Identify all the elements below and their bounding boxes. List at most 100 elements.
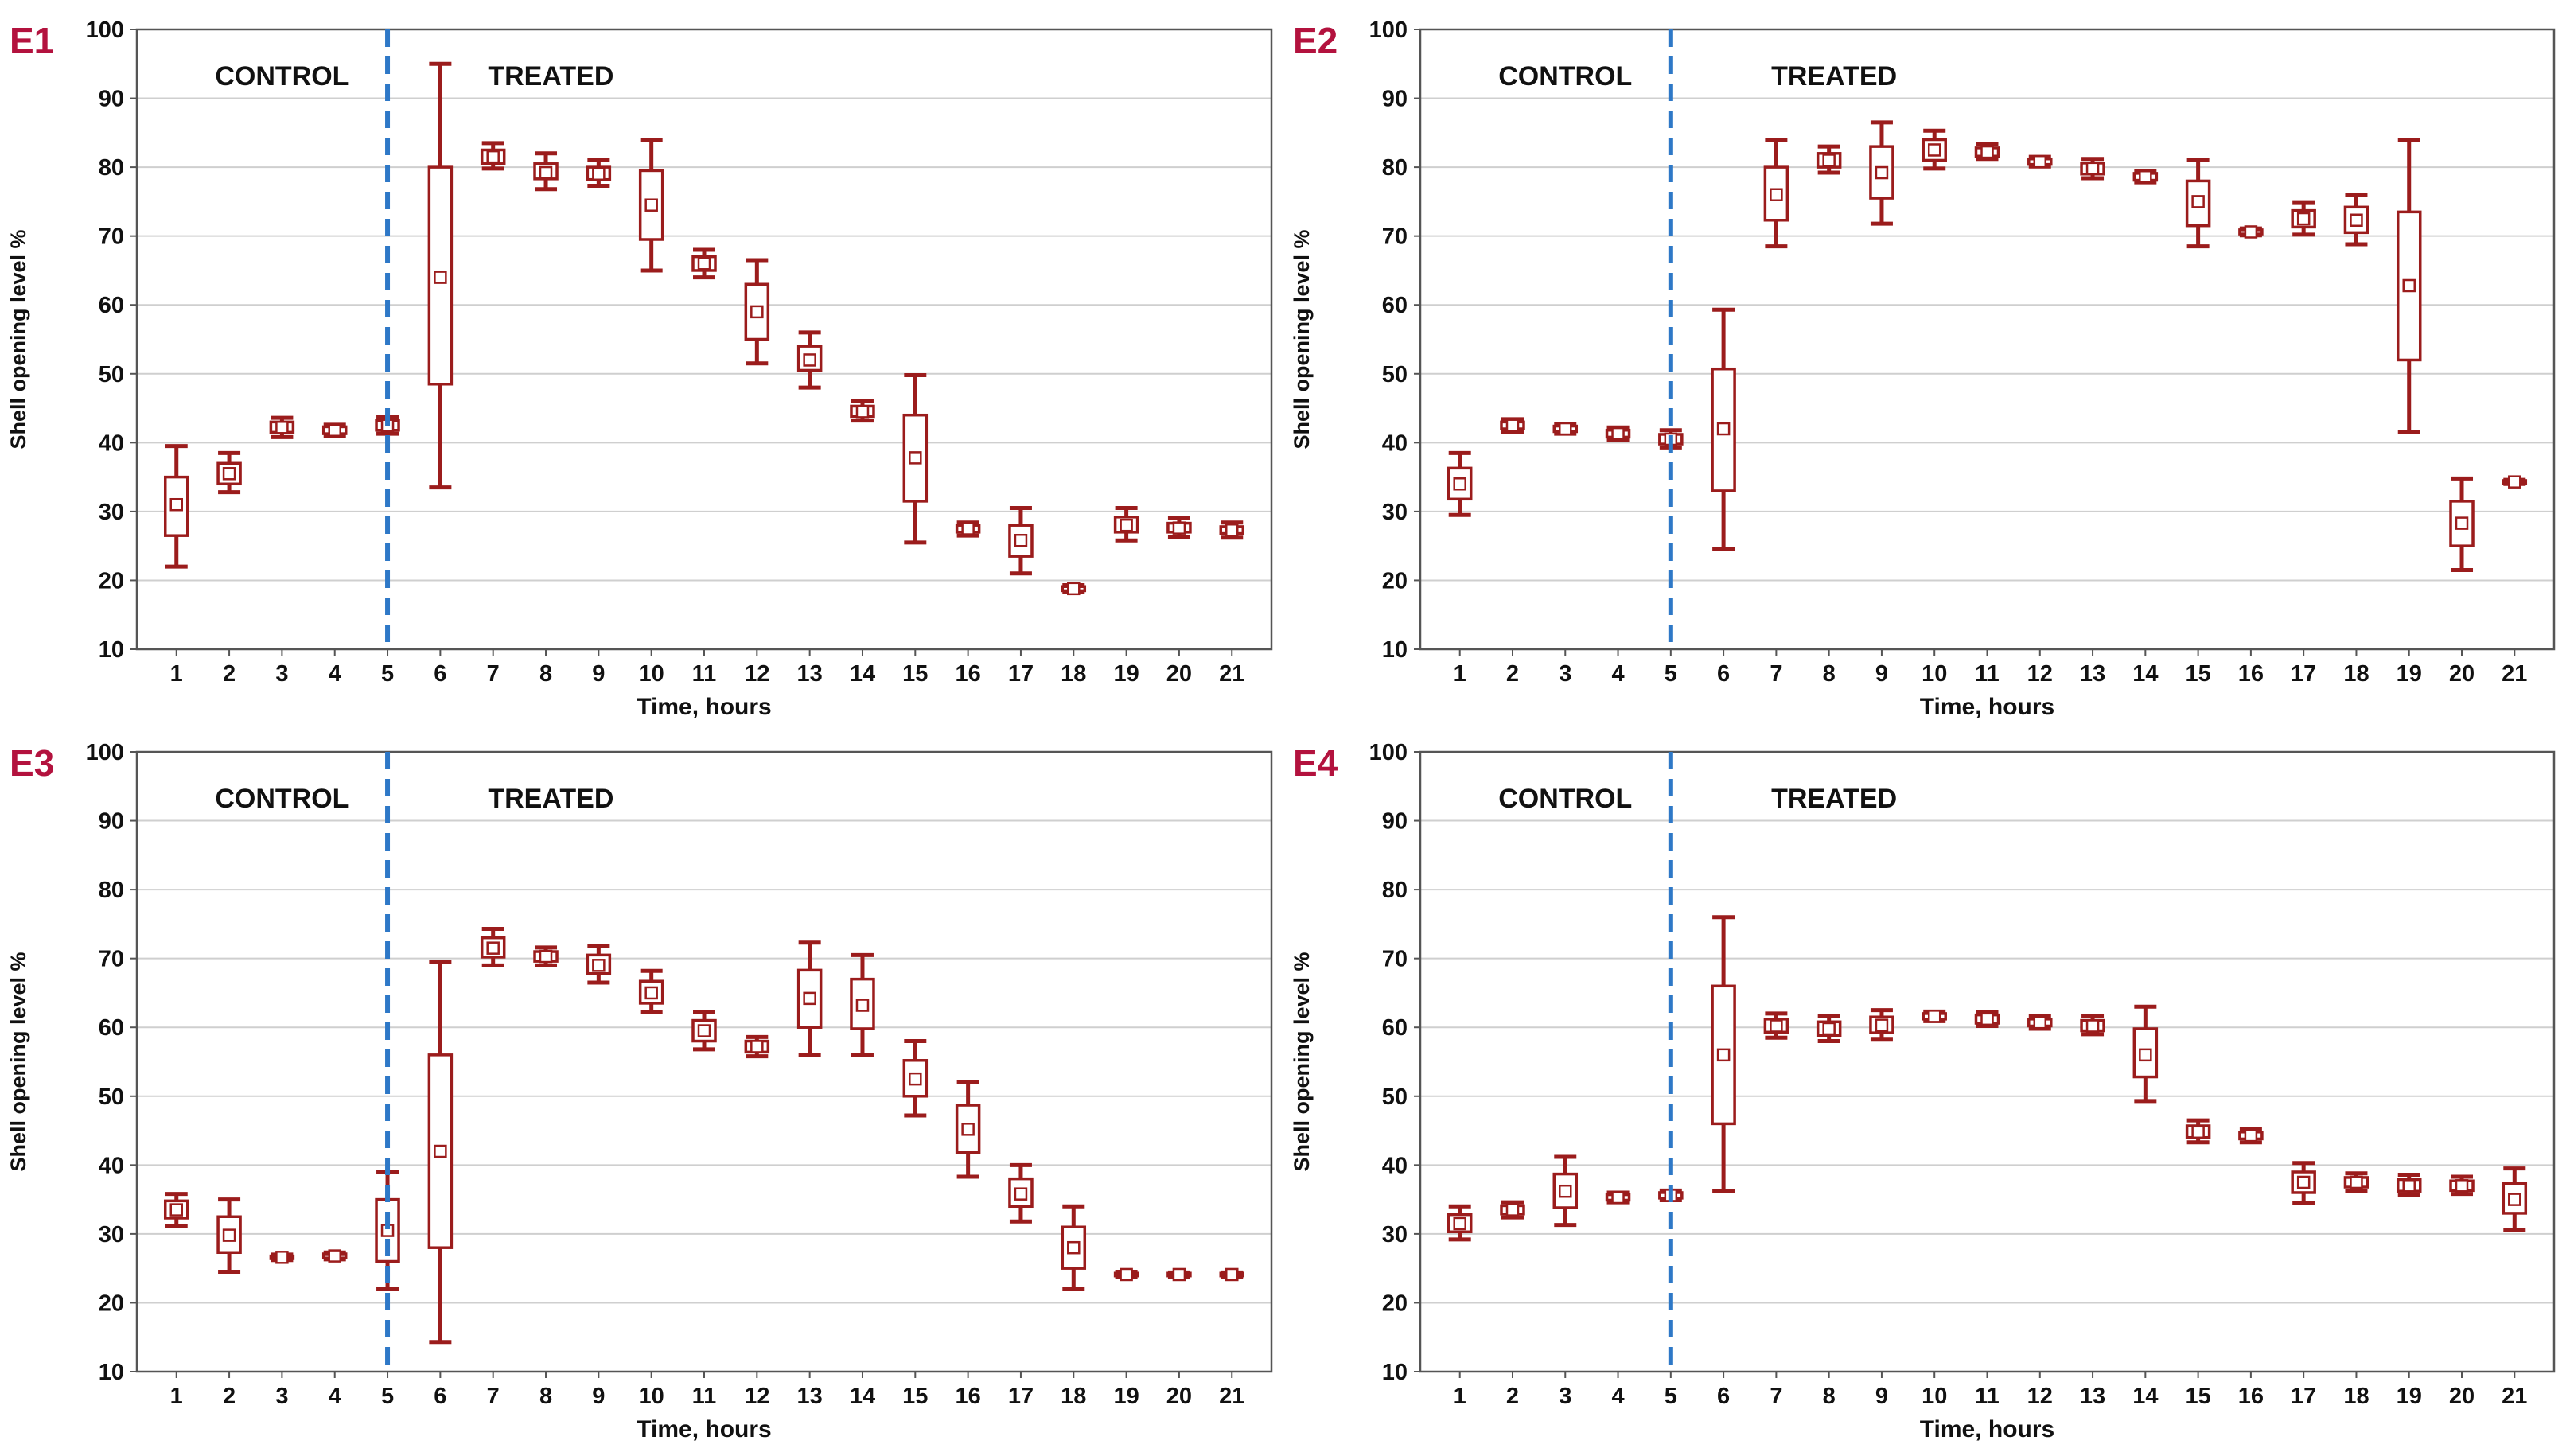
mean-marker: [2191, 195, 2205, 208]
plot-frame: [1419, 28, 2556, 651]
x-tick-label: 14: [2132, 1384, 2158, 1409]
panel-label: E4: [1293, 742, 1338, 784]
x-tick-label: 6: [1717, 661, 1730, 687]
y-axis-label: Shell opening level %: [1290, 229, 1314, 449]
mean-marker: [328, 423, 341, 438]
mean-marker: [2244, 1128, 2258, 1143]
x-tick-label: 11: [1975, 661, 2000, 687]
mean-marker: [1014, 533, 1028, 547]
plot-frame: [1419, 750, 2556, 1373]
y-tick-label: 50: [1382, 362, 1408, 387]
box-hour-4: [1605, 1190, 1631, 1205]
x-tick-label: 12: [744, 1384, 769, 1409]
x-tick-label: 21: [2502, 661, 2527, 687]
mean-marker: [1505, 1203, 1520, 1217]
y-tick-label: 70: [99, 947, 124, 972]
box-hour-10: [638, 137, 664, 273]
y-tick-label: 90: [99, 87, 124, 112]
box-hour-21: [1219, 1267, 1245, 1282]
mean-marker: [486, 941, 500, 955]
x-tick-label: 16: [955, 1384, 980, 1409]
box-hour-1: [163, 1192, 189, 1228]
mean-marker: [1716, 1048, 1731, 1062]
x-tick-label: 13: [797, 661, 823, 687]
mean-marker: [1067, 582, 1081, 596]
y-tick-label: 10: [1382, 1360, 1408, 1385]
plot-frame: [135, 750, 1273, 1373]
box-hour-13: [2080, 157, 2105, 181]
x-tick-label: 10: [639, 1384, 664, 1409]
box-hour-15: [2185, 1118, 2211, 1145]
x-tick-label: 20: [2449, 1384, 2475, 1409]
box: [2502, 1182, 2528, 1215]
mean-marker: [1875, 1018, 1889, 1032]
x-tick-label: 2: [1506, 1384, 1519, 1409]
x-tick-label: 5: [1665, 661, 1677, 687]
x-tick-label: 1: [1454, 661, 1466, 687]
box-hour-11: [1974, 142, 2000, 162]
x-tick-label: 10: [1922, 661, 1947, 687]
box-hour-21: [2502, 1166, 2528, 1233]
mean-marker: [1875, 165, 1889, 180]
mean-marker: [1927, 1010, 1941, 1023]
box-hour-2: [216, 1197, 242, 1274]
y-tick-label: 70: [1382, 947, 1408, 972]
y-tick-label: 90: [1382, 87, 1408, 112]
x-tick-label: 18: [2343, 1384, 2369, 1409]
box: [1008, 524, 1034, 558]
x-tick-label: 19: [1113, 661, 1139, 687]
mean-marker: [1611, 426, 1625, 441]
x-tick-label: 7: [487, 1384, 500, 1409]
mean-marker: [1822, 154, 1836, 167]
mean-marker: [909, 1072, 922, 1086]
x-tick-label: 2: [1506, 661, 1519, 687]
x-tick-label: 3: [275, 661, 288, 687]
mean-marker: [434, 1144, 447, 1158]
plot-frame: [135, 28, 1273, 651]
x-tick-label: 5: [381, 661, 394, 687]
x-tick-label: 1: [1454, 1384, 1466, 1409]
y-tick-label: 70: [99, 224, 124, 250]
box-hour-9: [586, 158, 612, 188]
x-tick-label: 1: [170, 1384, 183, 1409]
x-tick-label: 18: [2343, 661, 2369, 687]
mean-marker: [328, 1249, 341, 1263]
x-tick-label: 7: [1770, 661, 1782, 687]
mean-marker: [1067, 1240, 1081, 1255]
box-hour-18: [2343, 1171, 2369, 1193]
box-hour-3: [1552, 1154, 1579, 1228]
mean-marker: [222, 1228, 236, 1242]
x-tick-label: 19: [2397, 661, 2422, 687]
box-hour-7: [1763, 1011, 1789, 1040]
x-tick-label: 15: [902, 661, 928, 687]
treated-label: TREATED: [1771, 61, 1897, 91]
box-hour-9: [1869, 120, 1894, 226]
mean-marker: [750, 305, 764, 319]
y-tick-label: 80: [1382, 878, 1408, 903]
mean-marker: [2455, 1179, 2469, 1193]
box-hour-14: [2132, 169, 2159, 185]
mean-marker: [2350, 1175, 2363, 1189]
mean-marker: [1770, 1019, 1783, 1033]
mean-marker: [644, 198, 658, 212]
x-tick-label: 3: [1559, 661, 1571, 687]
x-tick-label: 16: [955, 661, 980, 687]
x-tick-label: 8: [539, 661, 552, 687]
box-hour-12: [744, 1034, 770, 1059]
x-tick-label: 11: [1975, 1384, 2000, 1409]
box-hour-12: [2027, 1014, 2053, 1031]
x-tick-label: 20: [2449, 661, 2475, 687]
mean-marker: [2085, 1019, 2100, 1033]
y-tick-label: 100: [86, 740, 124, 765]
y-axis-label: Shell opening level %: [1290, 952, 1314, 1171]
y-tick-label: 30: [99, 1222, 124, 1248]
x-tick-label: 17: [1008, 661, 1034, 687]
box: [216, 461, 242, 486]
x-tick-label: 5: [1665, 1384, 1677, 1409]
mean-marker: [1120, 518, 1133, 532]
mean-marker: [909, 451, 922, 465]
y-tick-label: 80: [99, 878, 124, 903]
x-tick-label: 7: [1770, 1384, 1782, 1409]
box-hour-13: [2080, 1014, 2105, 1037]
y-tick-label: 30: [1382, 1222, 1408, 1248]
